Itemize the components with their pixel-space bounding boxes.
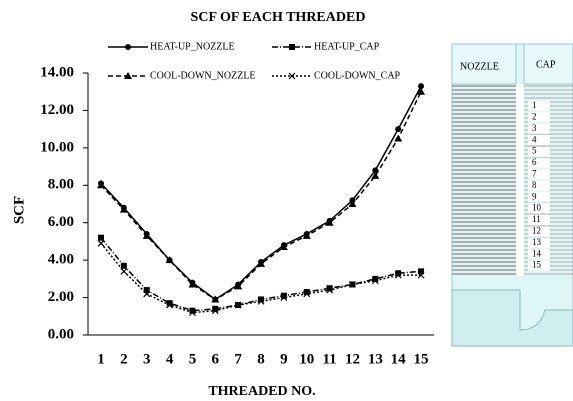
marker <box>98 235 104 241</box>
thread-number: 5 <box>532 146 537 156</box>
y-tick-label: 4.00 <box>48 252 74 268</box>
y-tick-label: 12.00 <box>40 102 74 118</box>
x-tick-label: 6 <box>212 351 220 367</box>
legend-marker <box>289 44 295 50</box>
legend-label: COOL-DOWN_NOZZLE <box>150 70 256 81</box>
figure: SCF OF EACH THREADED SCF THREADED NO. NO… <box>0 0 573 401</box>
x-tick-label: 8 <box>257 351 265 367</box>
thread-number: 10 <box>532 203 542 213</box>
cap-label: CAP <box>536 59 556 70</box>
x-tick-label: 15 <box>414 351 429 367</box>
thread-number: 12 <box>532 225 541 235</box>
y-tick-label: 14.00 <box>40 64 74 80</box>
x-tick-label: 5 <box>189 351 197 367</box>
y-axis-label: SCF <box>11 196 27 224</box>
thread-number: 1 <box>532 100 537 110</box>
series-line <box>101 92 421 300</box>
x-tick-label: 4 <box>166 351 174 367</box>
y-tick-label: 0.00 <box>48 326 74 342</box>
y-tick-label: 2.00 <box>48 289 74 305</box>
thread-number: 6 <box>532 157 537 167</box>
thread-number: 15 <box>532 260 542 270</box>
series-line <box>101 86 421 299</box>
x-tick-label: 9 <box>280 351 288 367</box>
legend-label: HEAT-UP_CAP <box>314 41 380 52</box>
thread-number: 9 <box>532 191 537 201</box>
mesh-diagram: NOZZLE CAP <box>452 44 573 346</box>
x-tick-label: 3 <box>143 351 151 367</box>
legend-label: COOL-DOWN_CAP <box>314 70 401 81</box>
thread-number: 4 <box>532 134 537 144</box>
chart-title: SCF OF EACH THREADED <box>191 10 366 25</box>
marker <box>395 126 401 132</box>
x-tick-label: 14 <box>391 351 407 367</box>
legend-label: HEAT-UP_NOZZLE <box>150 41 235 52</box>
marker <box>120 206 128 213</box>
x-tick-label: 1 <box>97 351 105 367</box>
x-tick-label: 7 <box>234 351 242 367</box>
thread-number: 7 <box>532 168 537 178</box>
thread-number: 11 <box>532 214 541 224</box>
marker <box>121 268 127 274</box>
marker <box>97 181 105 188</box>
nozzle-label: NOZZLE <box>460 61 499 72</box>
x-tick-label: 10 <box>299 351 314 367</box>
thread-number: 3 <box>532 123 537 133</box>
legend-marker <box>125 44 131 50</box>
x-axis-label: THREADED NO. <box>208 384 315 399</box>
y-tick-label: 8.00 <box>48 177 74 193</box>
x-tick-label: 13 <box>368 351 383 367</box>
thread-number: 14 <box>532 248 542 258</box>
x-tick-label: 12 <box>345 351 360 367</box>
x-tick-label: 11 <box>323 351 337 367</box>
gap <box>516 84 524 276</box>
thread-number: 13 <box>532 237 542 247</box>
x-tick-label: 2 <box>120 351 128 367</box>
marker <box>98 240 104 246</box>
y-tick-label: 10.00 <box>40 139 74 155</box>
y-tick-label: 6.00 <box>48 214 74 230</box>
page: {"chart_data": {"type": "line", "title":… <box>0 0 573 401</box>
thread-number: 2 <box>532 111 537 121</box>
thread-number: 8 <box>532 180 537 190</box>
